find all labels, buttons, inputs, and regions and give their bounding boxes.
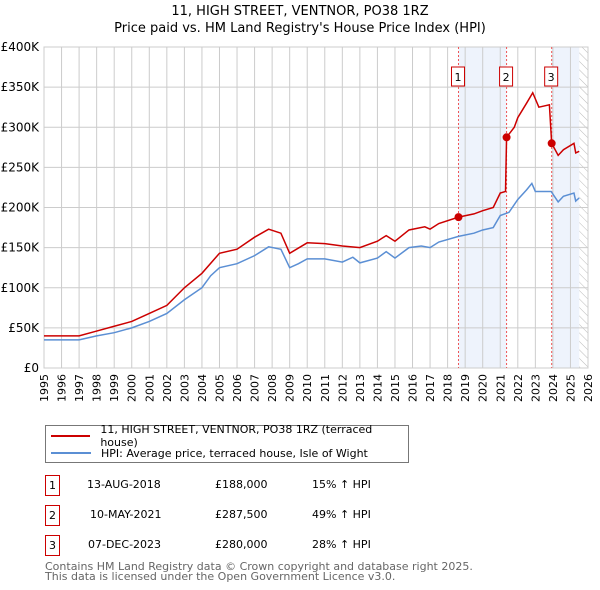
- legend-swatch: [51, 435, 91, 437]
- legend-item-property: 11, HIGH STREET, VENTNOR, PO38 1RZ (terr…: [51, 423, 408, 449]
- y-tick-label: £200K: [1, 201, 41, 215]
- sale-date: 10-MAY-2021: [90, 508, 162, 521]
- sale-marker-label: 3: [548, 71, 555, 84]
- x-tick-label: 2012: [336, 374, 349, 402]
- y-tick-label: £100K: [1, 281, 41, 295]
- sale-badge: 1: [45, 475, 60, 496]
- y-tick-label: £150K: [1, 241, 41, 255]
- legend: 11, HIGH STREET, VENTNOR, PO38 1RZ (terr…: [45, 423, 409, 463]
- x-tick-label: 2007: [249, 374, 262, 402]
- sale-hpi: 15% ↑ HPI: [312, 478, 371, 491]
- legend-item-hpi: HPI: Average price, terraced house, Isle…: [51, 445, 368, 461]
- sale-date: 07-DEC-2023: [88, 538, 162, 551]
- x-tick-label: 2013: [354, 374, 367, 402]
- sale-marker-box: [450, 66, 465, 87]
- x-tick-label: 2017: [424, 374, 437, 402]
- x-tick-label: 2008: [266, 374, 279, 402]
- x-tick-label: 1997: [73, 374, 86, 402]
- sale-row: 1 13-AUG-2018 £188,000 15% ↑ HPI: [45, 475, 445, 496]
- x-tick-label: 1998: [91, 374, 104, 402]
- sale-price: £280,000: [215, 538, 268, 551]
- sale-row: 3 07-DEC-2023 £280,000 28% ↑ HPI: [45, 535, 445, 556]
- property-price-line: [44, 91, 580, 337]
- plot-border: [43, 46, 589, 369]
- y-tick-label: £400K: [1, 40, 41, 54]
- x-tick-label: 2000: [126, 374, 139, 402]
- x-tick-label: 2003: [178, 374, 191, 402]
- x-tick-label: 2005: [213, 374, 226, 402]
- x-tick-label: 2019: [459, 374, 472, 402]
- legend-label: HPI: Average price, terraced house, Isle…: [101, 446, 368, 460]
- legend-label: 11, HIGH STREET, VENTNOR, PO38 1RZ (terr…: [100, 423, 373, 449]
- sale-marker-box: [499, 66, 514, 87]
- x-tick-label: 2002: [161, 374, 174, 402]
- sale-marker-label: 1: [454, 71, 461, 84]
- chart-subtitle: Price paid vs. HM Land Registry's House …: [114, 21, 486, 36]
- x-tick-label: 2020: [477, 374, 490, 402]
- sale-badge: 2: [45, 505, 60, 526]
- sale-price: £287,500: [215, 508, 268, 521]
- sale-point: [454, 213, 463, 222]
- x-tick-label: 2011: [319, 374, 332, 402]
- sale-hpi: 49% ↑ HPI: [312, 508, 371, 521]
- x-tick-label: 2021: [494, 374, 507, 402]
- y-tick-label: £250K: [1, 160, 41, 174]
- footer-licence: This data is licensed under the Open Gov…: [45, 570, 396, 583]
- sale-row: 2 10-MAY-2021 £287,500 49% ↑ HPI: [45, 505, 445, 526]
- sale-price: £188,000: [215, 478, 268, 491]
- hpi-line: [44, 182, 580, 341]
- x-tick-label: 2026: [582, 374, 595, 402]
- x-tick-label: 2024: [547, 374, 560, 402]
- chart-title: 11, HIGH STREET, VENTNOR, PO38 1RZ: [171, 4, 429, 19]
- x-tick-label: 2004: [196, 374, 209, 402]
- y-tick-label: £300K: [1, 120, 41, 134]
- price-chart: 1995 1996 1997 1998 1999 2000 2001 2002 2003 2004…: [1, 40, 595, 402]
- x-tick-label: 2001: [143, 374, 156, 402]
- sale-date: 13-AUG-2018: [87, 478, 161, 491]
- y-tick-label: £0: [24, 361, 39, 375]
- x-tick-label: 2016: [407, 374, 420, 402]
- x-tick-label: 2009: [284, 374, 297, 402]
- x-tick-label: 2025: [564, 374, 577, 402]
- legend-swatch: [51, 452, 91, 454]
- sale-badge: 3: [45, 535, 60, 556]
- footer-copyright: Contains HM Land Registry data © Crown c…: [45, 560, 473, 573]
- sale-hpi: 28% ↑ HPI: [312, 538, 371, 551]
- y-tick-label: £350K: [1, 80, 41, 94]
- sale-point: [547, 139, 556, 148]
- x-tick-label: 2015: [389, 374, 402, 402]
- x-tick-label: 1996: [56, 374, 69, 402]
- sale-marker-label: 2: [503, 71, 510, 84]
- x-tick-label: 2023: [529, 374, 542, 402]
- x-tick-label: 1995: [38, 374, 51, 402]
- x-tick-label: 1999: [108, 374, 121, 402]
- x-tick-label: 2014: [371, 374, 384, 402]
- x-tick-label: 2006: [231, 374, 244, 402]
- y-tick-label: £50K: [8, 321, 40, 335]
- sale-point: [502, 133, 511, 142]
- x-tick-label: 2010: [301, 374, 314, 402]
- x-tick-label: 2022: [512, 374, 525, 402]
- x-tick-label: 2018: [442, 374, 455, 402]
- sale-marker-box: [544, 66, 559, 87]
